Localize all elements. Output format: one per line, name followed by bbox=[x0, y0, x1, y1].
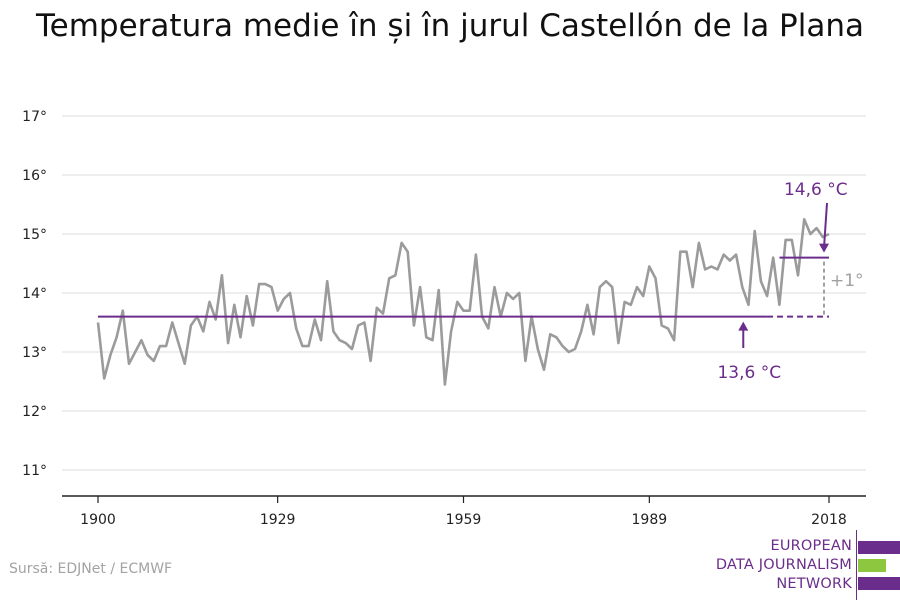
y-tick-label: 16° bbox=[22, 168, 47, 184]
x-tick-label: 1959 bbox=[446, 512, 482, 528]
logo-line-3: NETWORK bbox=[776, 576, 852, 592]
x-tick-label: 1929 bbox=[260, 512, 296, 528]
logo-divider bbox=[856, 530, 857, 600]
recent-mean-label: 14,6 °C bbox=[784, 180, 848, 200]
baseline-mean-label: 13,6 °C bbox=[717, 363, 781, 383]
x-tick-label: 1989 bbox=[632, 512, 668, 528]
recent-mean-arrowhead bbox=[819, 243, 829, 253]
source-note: Sursă: EDJNet / ECMWF bbox=[9, 561, 173, 577]
x-tick-label: 2018 bbox=[811, 512, 847, 528]
y-tick-label: 14° bbox=[22, 286, 47, 302]
logo-bar-3 bbox=[858, 577, 900, 590]
y-tick-label: 12° bbox=[22, 404, 47, 420]
y-axis: 11° 12° 13° 14° 15° 16° 17° bbox=[22, 109, 47, 479]
chart-title: Temperatura medie în și în jurul Castell… bbox=[35, 8, 864, 44]
temperature-series-line bbox=[96, 218, 830, 386]
recent-mean-arrow bbox=[823, 202, 828, 248]
y-tick-label: 15° bbox=[22, 227, 47, 243]
y-tick-label: 17° bbox=[22, 109, 47, 125]
y-tick-label: 11° bbox=[22, 463, 47, 479]
delta-label: +1° bbox=[830, 271, 864, 291]
annotations: 14,6 °C 13,6 °C +1° bbox=[717, 180, 863, 383]
x-tick-label: 1900 bbox=[80, 512, 116, 528]
grid bbox=[62, 115, 866, 471]
logo-bar-2 bbox=[858, 559, 886, 572]
y-tick-label: 13° bbox=[22, 345, 47, 361]
logo-bar-1 bbox=[858, 541, 900, 554]
logo-line-1: EUROPEAN bbox=[770, 538, 852, 554]
x-axis: 1900 1929 1959 1989 2018 bbox=[80, 496, 847, 528]
logo-line-2: DATA JOURNALISM bbox=[715, 557, 852, 573]
baseline-mean-arrowhead bbox=[738, 321, 749, 331]
